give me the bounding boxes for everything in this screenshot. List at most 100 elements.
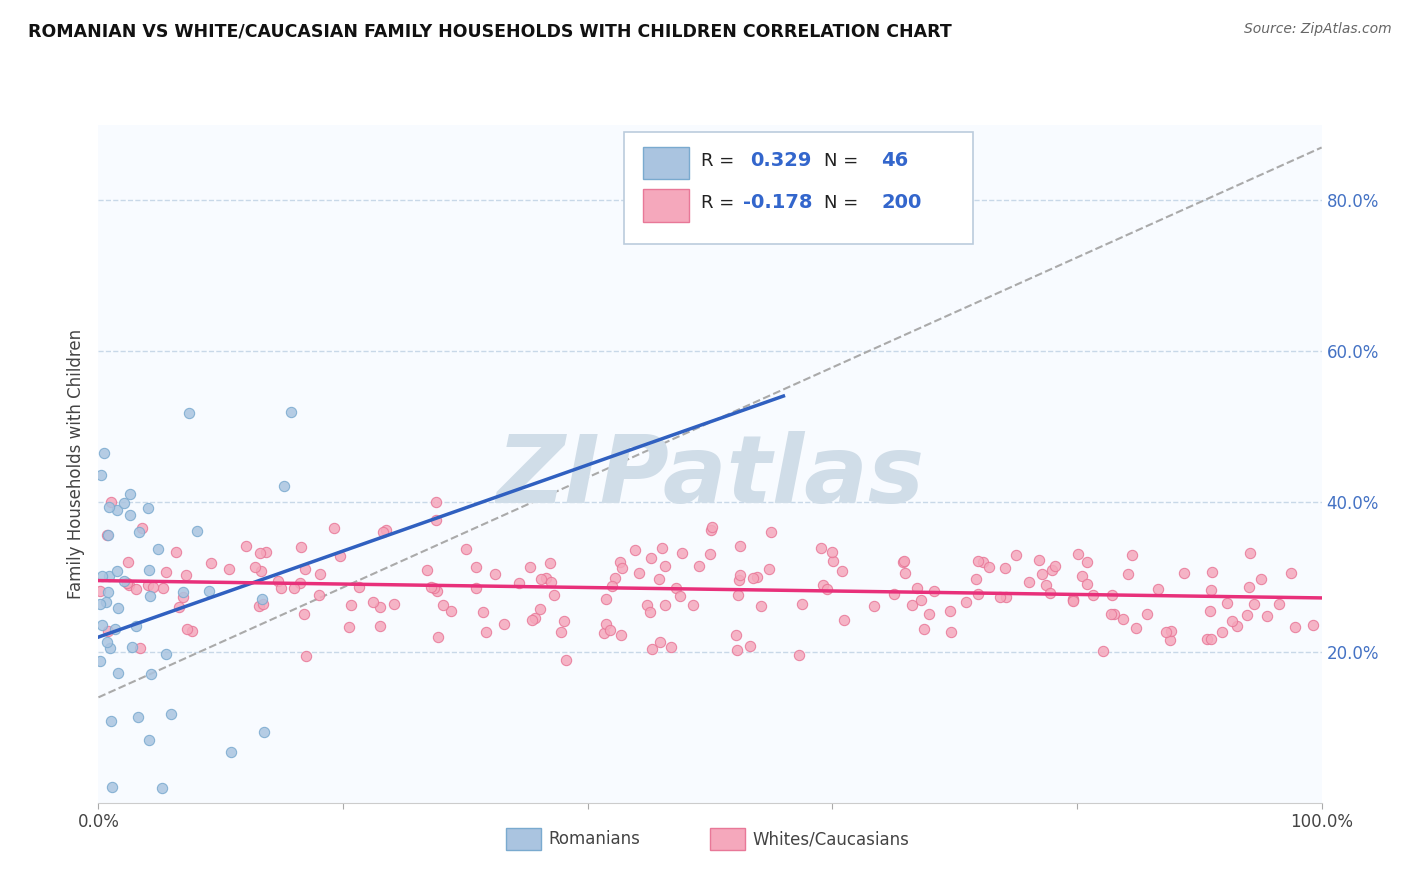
Point: [136, 500, 159, 515]
Point: [651, 541, 673, 556]
Point: [100, 494, 122, 508]
Point: [94, 595, 117, 609]
Point: [893, 554, 915, 568]
Point: [253, 725, 276, 739]
Point: [219, 744, 242, 758]
Text: N =: N =: [824, 194, 863, 211]
Point: [112, 574, 135, 588]
Point: [250, 564, 273, 578]
Point: [758, 562, 780, 576]
Text: Source: ZipAtlas.com: Source: ZipAtlas.com: [1244, 22, 1392, 37]
Point: [283, 581, 305, 595]
Point: [1062, 591, 1084, 606]
Point: [728, 567, 751, 582]
Point: [553, 614, 575, 628]
Point: [174, 567, 197, 582]
Point: [243, 560, 266, 574]
Point: [440, 604, 463, 618]
Point: [118, 578, 141, 592]
Point: [524, 611, 547, 625]
Point: [555, 653, 578, 667]
Text: ZIPatlas: ZIPatlas: [496, 432, 924, 524]
Point: [1018, 574, 1040, 589]
Point: [1226, 619, 1249, 633]
Point: [254, 545, 277, 559]
Point: [603, 571, 626, 585]
Point: [1136, 607, 1159, 621]
Point: [1173, 566, 1195, 580]
Point: [994, 591, 1017, 605]
Point: [699, 547, 721, 561]
Point: [426, 583, 449, 598]
Point: [98, 569, 121, 583]
Point: [361, 595, 384, 609]
Point: [724, 628, 747, 642]
Point: [1062, 593, 1084, 607]
Point: [627, 566, 650, 580]
Point: [641, 641, 664, 656]
Point: [308, 588, 330, 602]
Point: [538, 556, 561, 570]
Point: [198, 583, 221, 598]
Point: [270, 581, 292, 595]
Point: [519, 559, 541, 574]
Point: [235, 539, 257, 553]
Point: [124, 582, 146, 596]
Point: [595, 591, 617, 606]
Point: [97, 624, 120, 638]
Point: [1243, 597, 1265, 611]
Point: [508, 576, 530, 591]
Point: [165, 545, 187, 559]
Point: [1199, 583, 1222, 598]
Point: [471, 605, 494, 619]
Text: R =: R =: [702, 194, 741, 211]
Point: [290, 540, 312, 554]
Point: [520, 614, 543, 628]
Point: [592, 626, 614, 640]
Point: [492, 617, 515, 632]
Point: [1220, 614, 1243, 628]
Point: [883, 587, 905, 601]
Point: [160, 706, 183, 721]
Point: [1066, 547, 1088, 561]
Point: [148, 541, 170, 556]
Point: [138, 563, 160, 577]
Point: [112, 496, 135, 510]
Text: N =: N =: [824, 152, 863, 169]
Point: [1045, 558, 1067, 573]
Point: [1154, 625, 1177, 640]
Point: [200, 557, 222, 571]
Point: [891, 555, 914, 569]
Point: [1042, 563, 1064, 577]
Point: [100, 780, 122, 795]
Point: [759, 524, 782, 539]
Text: Whites/Caucasians: Whites/Caucasians: [752, 830, 910, 848]
Point: [465, 581, 488, 595]
Point: [100, 714, 122, 728]
Point: [609, 555, 631, 569]
Point: [1147, 582, 1170, 596]
Text: R =: R =: [702, 152, 741, 169]
Point: [1005, 548, 1028, 562]
Point: [1237, 580, 1260, 594]
Point: [893, 566, 915, 580]
Point: [375, 523, 398, 537]
Point: [790, 597, 813, 611]
Point: [172, 590, 194, 604]
Point: [700, 524, 723, 538]
Point: [454, 541, 477, 556]
Point: [292, 607, 315, 621]
Point: [288, 576, 311, 591]
Point: [179, 406, 201, 420]
Text: 46: 46: [882, 152, 908, 170]
Point: [1116, 566, 1139, 581]
Point: [90, 617, 112, 632]
Point: [167, 600, 190, 615]
Point: [638, 605, 661, 619]
Point: [416, 563, 439, 577]
Point: [1268, 597, 1291, 611]
Point: [89, 583, 111, 598]
Point: [115, 576, 138, 591]
Point: [988, 590, 1011, 604]
Point: [965, 572, 987, 586]
